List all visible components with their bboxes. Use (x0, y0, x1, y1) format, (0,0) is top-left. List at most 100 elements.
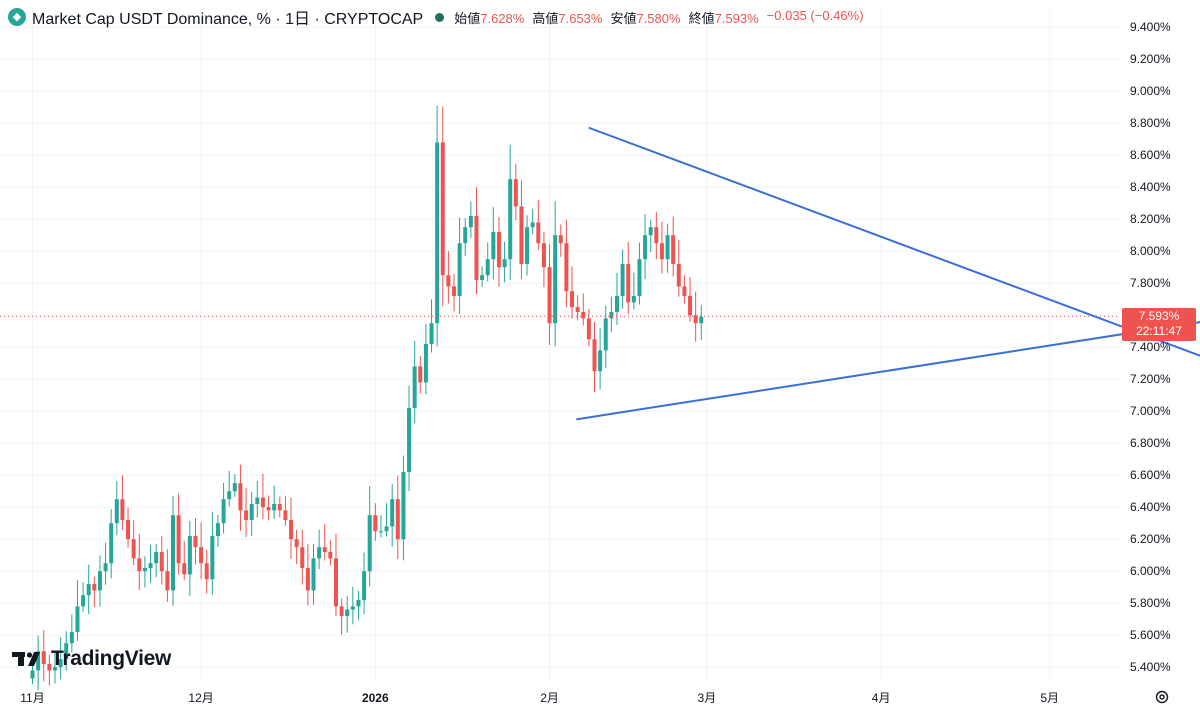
trendlines[interactable] (576, 127, 1200, 421)
candle-body (682, 286, 687, 296)
candle-body (536, 222, 541, 244)
x-tick-label: 11月 (20, 691, 44, 705)
candle-body (378, 531, 383, 533)
candle-body (395, 499, 400, 540)
candle-body (294, 539, 299, 548)
candle-body (401, 472, 406, 540)
candle-body (614, 296, 619, 312)
candle-countdown: 22:11:47 (1136, 324, 1182, 338)
time-axis[interactable]: 11月 12月 2026 2月 3月 4月 5月 (20, 691, 1059, 705)
candle-body (171, 515, 175, 591)
candle-body (631, 296, 636, 303)
candle-body (75, 606, 80, 632)
candle-body (620, 264, 625, 296)
y-tick-label: 6.000% (1130, 564, 1171, 578)
candle-body (289, 520, 294, 540)
y-tick-label: 9.200% (1130, 52, 1171, 66)
y-tick-label: 8.000% (1130, 244, 1171, 258)
candle-body (277, 504, 282, 511)
y-tick-label: 9.400% (1130, 20, 1171, 34)
candle-body (637, 259, 642, 296)
x-tick-label: 2026 (362, 691, 389, 705)
candle-body (457, 243, 462, 296)
candle-body (137, 558, 142, 572)
candle-body (474, 216, 479, 280)
candle-body (142, 568, 147, 572)
candle-body (249, 504, 254, 520)
candle-body (328, 552, 333, 559)
candle-body (52, 667, 57, 671)
candle-body (339, 606, 344, 616)
candle-body (390, 499, 395, 527)
x-tick-label: 12月 (188, 691, 213, 705)
last-price-value: 7.593% (1138, 309, 1180, 323)
candle-body (513, 179, 518, 207)
candle-body (648, 227, 653, 236)
candle-body (491, 232, 496, 260)
y-tick-label: 5.600% (1130, 628, 1171, 642)
candle-body (598, 350, 603, 372)
diamond-icon: ◆ (8, 8, 26, 26)
candle-body (412, 366, 417, 408)
candle-body (58, 659, 63, 668)
price-change: −0.035 (−0.46%) (766, 7, 864, 23)
candle-body (221, 499, 226, 524)
candle-body (609, 312, 614, 319)
y-tick-label: 7.400% (1130, 340, 1171, 354)
candle-body (362, 571, 367, 600)
candle-body (232, 483, 237, 492)
candle-body (300, 547, 305, 568)
candle-body (283, 510, 288, 520)
symbol-title[interactable]: Market Cap USDT Dominance, % · 1日 · CRYP… (32, 11, 424, 28)
y-tick-label: 8.800% (1130, 116, 1171, 130)
y-tick-label: 8.400% (1130, 180, 1171, 194)
candle-body (182, 563, 187, 575)
candle-body (322, 547, 327, 552)
candle-body (210, 536, 215, 580)
candle-body (81, 595, 86, 607)
candle-body (204, 563, 209, 580)
candle-body (654, 227, 659, 244)
candle-body (148, 563, 153, 568)
candle-body (525, 227, 530, 264)
candle-body (581, 312, 586, 319)
candle-body (659, 243, 664, 260)
candle-body (215, 523, 220, 536)
candle-body (480, 275, 485, 280)
y-tick-label: 5.400% (1130, 660, 1171, 674)
candle-body (69, 632, 74, 644)
trendline[interactable] (576, 321, 1200, 421)
trendline[interactable] (588, 127, 1200, 363)
candle-body (64, 643, 69, 660)
candle-body (575, 307, 580, 312)
candle-body (86, 584, 91, 596)
candle-body (671, 235, 676, 264)
candle-body (407, 408, 412, 472)
tradingview-wordmark: TradingView (51, 647, 172, 670)
candle-body (423, 344, 428, 383)
candle-body (350, 606, 355, 610)
price-axis[interactable]: 5.400% 5.600% 5.800% 6.000% 6.200% 6.400% 6.60… (1130, 20, 1171, 674)
candle-body (688, 296, 693, 316)
candle-body (564, 243, 569, 292)
candle-body (227, 491, 232, 500)
candle-body (541, 243, 546, 268)
x-tick-label: 4月 (872, 691, 891, 705)
y-tick-label: 6.400% (1130, 500, 1171, 514)
candle-body (502, 259, 507, 268)
candle-body (36, 651, 41, 671)
candle-body (131, 539, 136, 559)
candle-body (558, 235, 563, 244)
candle-body (260, 497, 265, 508)
candle-body (165, 571, 170, 591)
settings-gear-icon[interactable] (1153, 688, 1171, 706)
last-price-tag: 7.593% 22:11:47 (1122, 308, 1196, 341)
x-tick-label: 2月 (540, 691, 559, 705)
market-status-icon (435, 12, 445, 22)
candle-body (266, 507, 271, 511)
tradingview-logo[interactable]: TradingView (12, 647, 171, 671)
candle-body (643, 235, 648, 260)
y-tick-label: 6.200% (1130, 532, 1171, 546)
candle-body (120, 499, 125, 520)
